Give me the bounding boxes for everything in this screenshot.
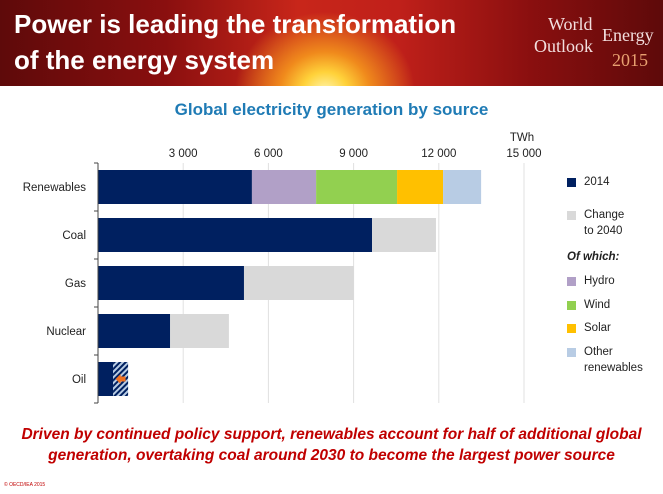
x-tick-label: 12 000: [421, 148, 456, 160]
caption-line-1: Driven by continued policy support, rene…: [21, 426, 642, 443]
category-label: Nuclear: [46, 326, 86, 338]
legend-label: 2014: [584, 176, 610, 188]
bar-gas-2014: [98, 266, 244, 300]
bar-chart: 3 000 6 000 9 000 12 000 15 000 TWh Renewables…: [23, 132, 542, 404]
page-title: Power is leading the transformation of t…: [14, 6, 456, 78]
legend-label: Solar: [584, 322, 611, 334]
bar-nuclear-2014: [98, 314, 171, 348]
bar-renewables-2014: [98, 170, 252, 204]
x-tick-label: 9 000: [339, 148, 368, 160]
legend-label: Hydro: [584, 275, 615, 287]
x-tick-label: 3 000: [169, 148, 198, 160]
bar-oil-2040: [98, 362, 114, 396]
unit-label: TWh: [510, 132, 534, 144]
legend-swatch: [567, 324, 576, 333]
logo-year: 2015: [612, 50, 648, 70]
logo-world: World: [548, 14, 593, 34]
logo-energy: Energy: [602, 25, 654, 45]
legend-swatch: [567, 178, 576, 187]
legend-label: renewables: [584, 362, 643, 374]
chart-title: Global electricity generation by source: [174, 100, 489, 119]
bar-nuclear-change-to-2040: [170, 314, 229, 348]
category-label: Coal: [62, 230, 86, 242]
legend-label: to 2040: [584, 225, 623, 237]
legend-label: Change: [584, 209, 625, 221]
title-line-1: Power is leading the transformation: [14, 9, 457, 39]
legend-subheading: Of which:: [567, 251, 620, 263]
bar-renewables-hydro: [251, 170, 317, 204]
caption: Driven by continued policy support, rene…: [0, 424, 663, 466]
logo-outlook: Outlook: [534, 36, 594, 56]
legend-swatch: [567, 277, 576, 286]
arrow-left-icon: [115, 374, 126, 384]
x-tick-label: 6 000: [254, 148, 283, 160]
legend-swatch: [567, 211, 576, 220]
caption-line-2: generation, overtaking coal around 2030 …: [48, 447, 615, 464]
bar-coal-2014: [98, 218, 373, 252]
legend-label: Other: [584, 346, 613, 358]
legend-label: Wind: [584, 299, 611, 311]
category-label: Renewables: [23, 182, 87, 194]
title-line-2: of the energy system: [14, 45, 275, 75]
bar-coal-change-to-2040: [372, 218, 436, 252]
x-tick-label: 15 000: [506, 148, 541, 160]
legend-swatch: [567, 348, 576, 357]
bar-renewables-solar: [397, 170, 444, 204]
bar-renewables-other-renewables: [443, 170, 482, 204]
copyright: © OECD/IEA 2015: [4, 482, 46, 488]
bar-gas-change-to-2040: [243, 266, 354, 300]
header-banner: Power is leading the transformation of t…: [0, 0, 663, 86]
category-label: Oil: [72, 374, 86, 386]
legend-swatch: [567, 301, 576, 310]
bar-renewables-wind: [316, 170, 398, 204]
category-label: Gas: [65, 278, 86, 290]
